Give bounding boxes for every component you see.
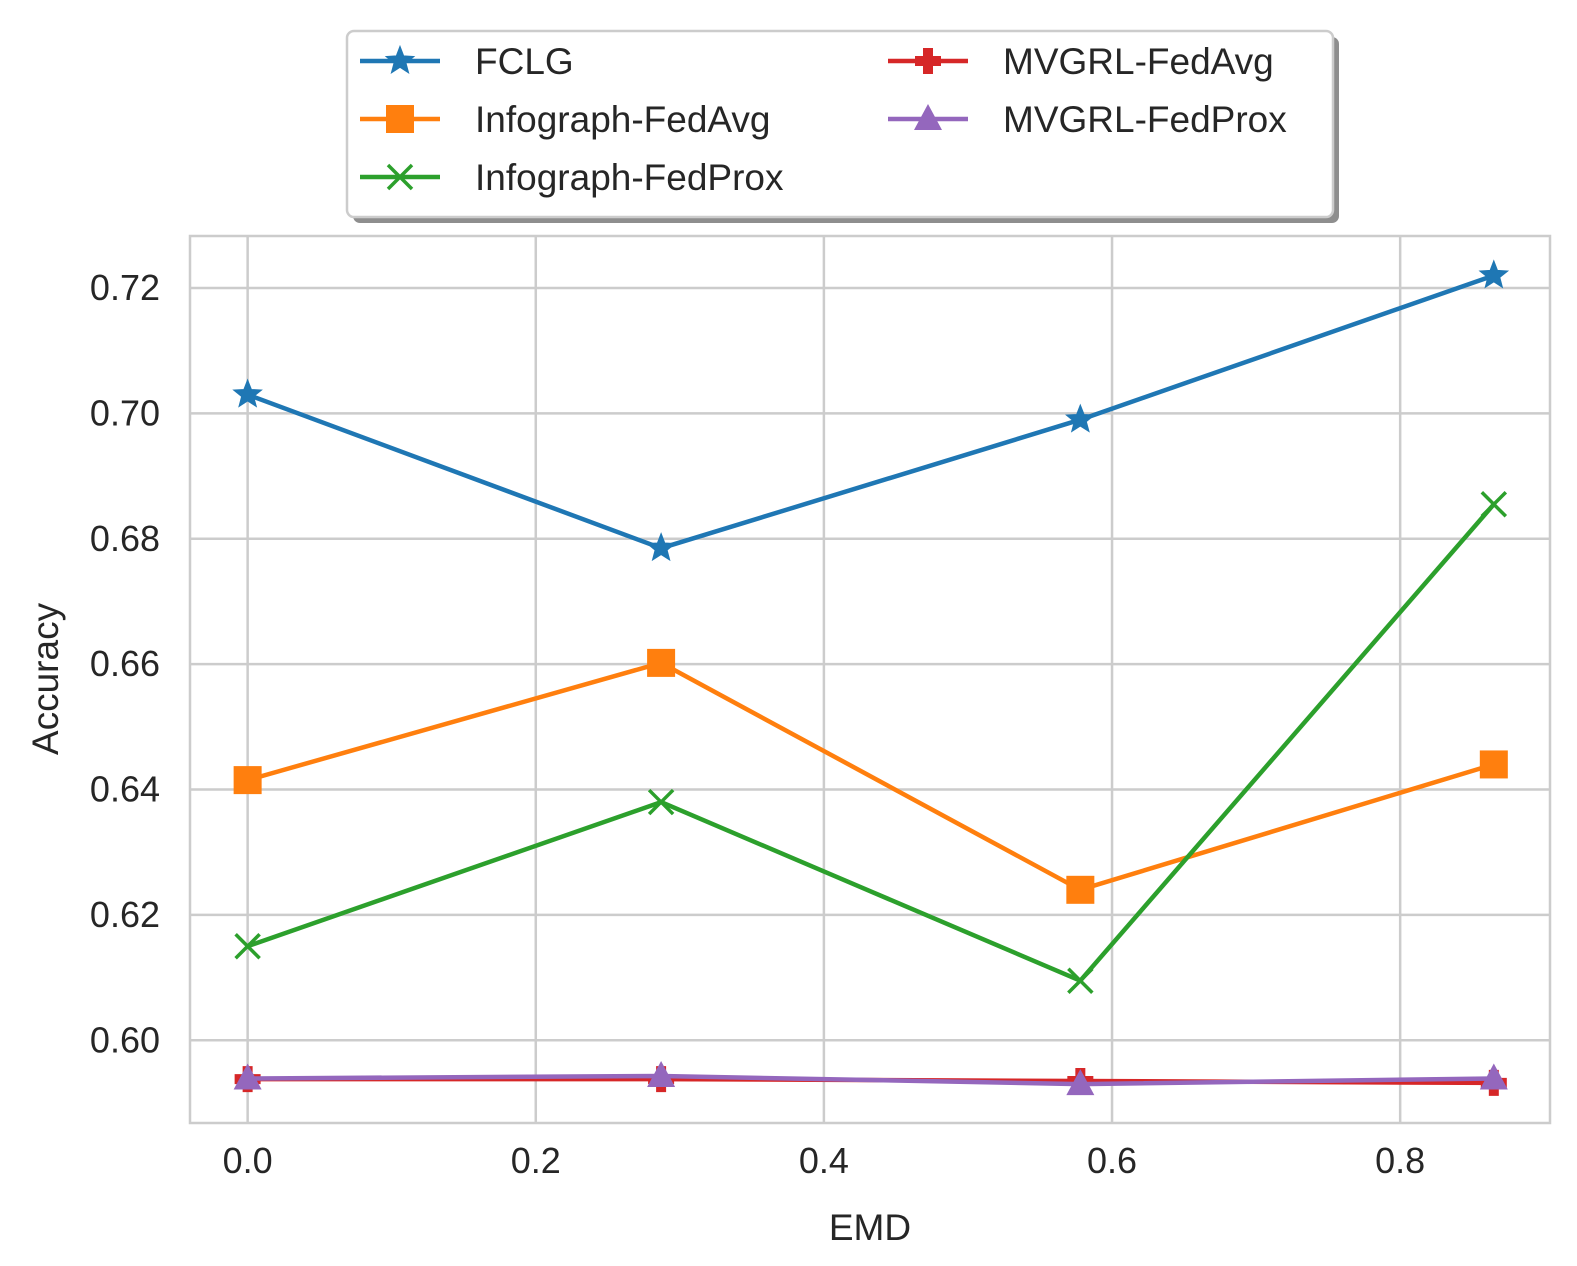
data-point-infograph-fedprox	[1480, 491, 1508, 518]
legend-item-mvgrl-fedavg: MVGRL-FedAvg	[888, 41, 1274, 82]
legend-item-infograph-fedprox: Infograph-FedProx	[360, 157, 784, 198]
data-point-mvgrl-fedprox	[233, 1063, 262, 1090]
tick-labels: 0.0 0.2 0.4 0.6 0.8 0.60 0.62 0.64 0.66 0.68 0.70 0…	[90, 267, 1425, 1181]
series-group	[232, 259, 1510, 1096]
legend-marker-mvgrl-fedprox	[914, 104, 942, 130]
y-tick-label: 0.62	[90, 894, 160, 935]
legend-label-mvgrl-fedavg: MVGRL-FedAvg	[1003, 41, 1274, 82]
series-infograph-fedprox	[234, 491, 1508, 994]
x-tick-label: 0.6	[1087, 1140, 1137, 1181]
legend-item-infograph-fedavg: Infograph-FedAvg	[360, 99, 771, 140]
legend-box	[345, 29, 1335, 219]
legend-marker-infograph-fedprox	[386, 163, 414, 191]
series-line-infograph-fedprox	[245, 502, 1497, 983]
data-point-infograph-fedavg	[1066, 875, 1095, 904]
x-tick-label: 0.2	[511, 1140, 561, 1181]
y-tick-label: 0.70	[90, 392, 160, 433]
x-tick-label: 0.8	[1375, 1140, 1425, 1181]
data-point-infograph-fedavg	[233, 766, 262, 795]
legend-label-infograph-fedavg: Infograph-FedAvg	[475, 99, 771, 140]
series-mvgrl-fedprox	[233, 1060, 1508, 1096]
data-point-fclg	[645, 532, 677, 562]
legend-item-fclg: FCLG	[360, 41, 574, 82]
data-point-infograph-fedavg	[1479, 750, 1508, 779]
series-infograph-fedavg	[233, 648, 1508, 904]
y-tick-label: 0.66	[90, 643, 160, 684]
series-line-mvgrl-fedprox	[245, 1073, 1497, 1087]
data-point-infograph-fedprox	[647, 788, 675, 816]
y-tick-label: 0.60	[90, 1019, 160, 1060]
legend-marker-mvgrl-fedavg	[915, 48, 941, 74]
data-point-fclg	[1478, 259, 1510, 289]
x-axis-label: EMD	[829, 1207, 911, 1248]
legend: FCLG Infograph-FedAvg Infograph-FedProx MVG…	[345, 29, 1339, 223]
data-point-infograph-fedprox	[234, 932, 261, 960]
data-point-infograph-fedavg	[647, 648, 676, 677]
x-tick-label: 0.4	[799, 1140, 849, 1181]
y-tick-label: 0.68	[90, 518, 160, 559]
y-tick-label: 0.72	[90, 267, 160, 308]
series-line-fclg	[245, 273, 1497, 551]
legend-label-mvgrl-fedprox: MVGRL-FedProx	[1003, 99, 1287, 140]
series-fclg	[232, 259, 1510, 562]
y-axis-label: Accuracy	[25, 602, 66, 755]
x-tick-label: 0.0	[223, 1140, 273, 1181]
legend-label-fclg: FCLG	[475, 41, 574, 82]
legend-label-infograph-fedprox: Infograph-FedProx	[475, 157, 784, 198]
data-point-fclg	[1065, 403, 1096, 433]
data-point-mvgrl-fedprox	[647, 1060, 676, 1087]
series-line-infograph-fedavg	[245, 660, 1497, 893]
data-point-infograph-fedprox	[1067, 967, 1094, 994]
legend-items: FCLG Infograph-FedAvg Infograph-FedProx MVG…	[360, 41, 1287, 198]
data-point-mvgrl-fedprox	[1066, 1069, 1095, 1096]
data-point-fclg	[232, 378, 263, 408]
grid-lines	[190, 236, 1550, 1123]
legend-item-mvgrl-fedprox: MVGRL-FedProx	[888, 99, 1287, 140]
y-tick-label: 0.64	[90, 769, 160, 810]
legend-marker-infograph-fedavg	[386, 105, 414, 133]
plot-frame	[188, 234, 1552, 1125]
legend-marker-fclg	[384, 44, 416, 74]
data-point-mvgrl-fedprox	[1479, 1063, 1508, 1090]
